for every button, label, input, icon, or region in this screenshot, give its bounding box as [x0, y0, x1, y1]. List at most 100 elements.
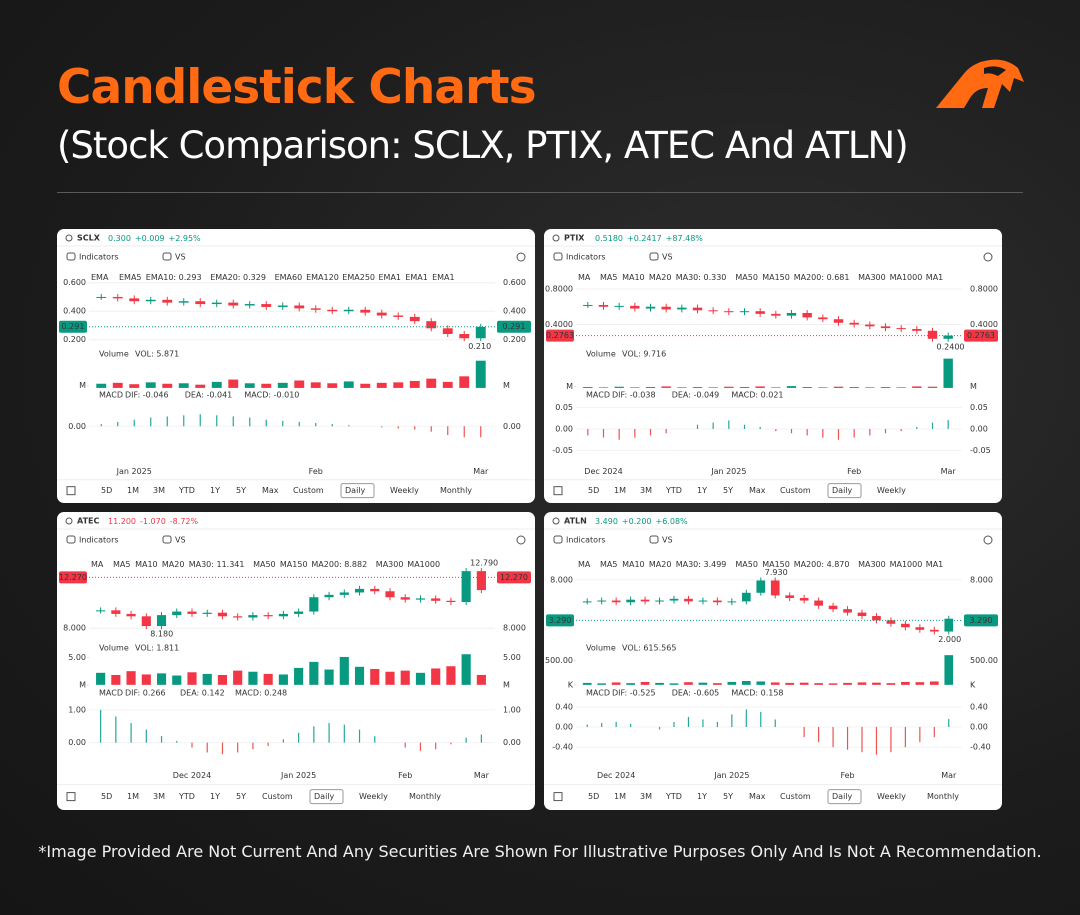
candle-body	[309, 597, 319, 612]
range-button[interactable]: Max	[749, 486, 766, 495]
volume-bar	[692, 387, 703, 388]
candle-body	[172, 611, 182, 616]
ma-item: MA5	[600, 560, 617, 569]
candle-body	[476, 571, 486, 591]
volume-bar	[802, 387, 812, 388]
volume-bar	[446, 666, 456, 685]
range-button[interactable]: 1M	[614, 792, 626, 801]
quote: 0.300 +0.009 +2.95%	[108, 234, 201, 243]
x-tick-label: Mar	[473, 467, 489, 476]
macd-item: MACD: -0.010	[244, 390, 299, 399]
toolbar-button[interactable]: VS	[662, 253, 673, 262]
interval-button[interactable]: Weekly	[877, 792, 906, 801]
search-icon	[65, 517, 73, 525]
volume-value: VOL: 5.871	[135, 349, 179, 358]
interval-button[interactable]: Monthly	[440, 486, 472, 495]
range-button[interactable]: 5D	[588, 486, 599, 495]
extreme-label: 0.2400	[937, 342, 965, 351]
ticker: ATEC	[77, 517, 99, 526]
volume-bar	[698, 682, 708, 685]
candle-body	[415, 598, 426, 600]
range-button[interactable]: 1M	[614, 486, 626, 495]
volume-bar	[611, 682, 621, 685]
range-button[interactable]: 5Y	[236, 486, 246, 495]
toolbar-button[interactable]: Indicators	[79, 253, 119, 262]
range-button[interactable]: 3M	[640, 792, 652, 801]
last-price-label: 3.290	[549, 616, 572, 625]
range-button[interactable]: 1Y	[697, 792, 707, 801]
volume-bar	[912, 386, 922, 388]
ma-item: MA5	[600, 273, 617, 282]
range-button[interactable]: 3M	[153, 486, 165, 495]
interval-button[interactable]: Weekly	[877, 486, 906, 495]
range-button[interactable]: 1Y	[697, 486, 707, 495]
macd-tick-label: 0.00	[68, 422, 86, 431]
range-button[interactable]: YTD	[665, 486, 682, 495]
candle-body	[943, 335, 953, 339]
range-button[interactable]: 3M	[153, 792, 165, 801]
range-button[interactable]: YTD	[178, 792, 195, 801]
candle-body	[886, 620, 896, 624]
interval-button[interactable]: Daily	[832, 486, 853, 495]
ma-label: MA	[578, 273, 591, 282]
ma-item: MA150	[280, 560, 308, 569]
range-button[interactable]: 1Y	[210, 792, 220, 801]
range-button[interactable]: Custom	[780, 486, 811, 495]
ma-item: MA150	[762, 273, 790, 282]
range-button[interactable]: 5D	[588, 792, 599, 801]
range-button[interactable]: 5Y	[236, 792, 246, 801]
range-button[interactable]: YTD	[178, 486, 195, 495]
interval-button[interactable]: Daily	[832, 792, 853, 801]
interval-button[interactable]: Monthly	[927, 792, 959, 801]
volume-tick-label: M	[79, 680, 86, 689]
range-button[interactable]: Custom	[780, 792, 811, 801]
quote: 0.5180 +0.2417 +87.48%	[595, 234, 703, 243]
toolbar-icon	[649, 535, 659, 544]
interval-button[interactable]: Daily	[314, 792, 335, 801]
candle-body	[294, 305, 305, 309]
range-button[interactable]: Custom	[293, 486, 324, 495]
layout-icon	[66, 486, 76, 496]
toolbar-button[interactable]: Indicators	[566, 536, 606, 545]
candle-body	[865, 324, 875, 327]
candle-body	[278, 613, 288, 617]
interval-button[interactable]: Weekly	[390, 486, 419, 495]
range-button[interactable]: 3M	[640, 486, 652, 495]
candle-body	[872, 616, 881, 621]
range-button[interactable]: 1M	[127, 792, 139, 801]
toolbar-button[interactable]: VS	[175, 536, 186, 545]
interval-button[interactable]: Daily	[345, 486, 366, 495]
candle-body	[327, 309, 338, 312]
range-button[interactable]: 5D	[101, 486, 112, 495]
range-button[interactable]: YTD	[665, 792, 682, 801]
volume-bar	[370, 668, 380, 685]
range-button[interactable]: 5Y	[723, 486, 733, 495]
range-button[interactable]: 5D	[101, 792, 112, 801]
range-button[interactable]: Max	[749, 792, 766, 801]
toolbar-button[interactable]: VS	[662, 536, 673, 545]
volume-tick-label: 5.00	[503, 653, 521, 662]
interval-button[interactable]: Weekly	[359, 792, 388, 801]
toolbar-button[interactable]: Indicators	[566, 253, 606, 262]
toolbar-button[interactable]: Indicators	[79, 536, 119, 545]
candle-body	[755, 311, 765, 314]
volume-bar	[112, 382, 123, 388]
candle-body	[582, 601, 592, 603]
toolbar-button[interactable]: VS	[175, 253, 186, 262]
macd-tick-label: 0.40	[970, 702, 988, 711]
range-button[interactable]: 5Y	[723, 792, 733, 801]
range-button[interactable]: 1M	[127, 486, 139, 495]
macd-tick-label: 0.00	[68, 738, 86, 747]
range-button[interactable]: Custom	[262, 792, 293, 801]
interval-button[interactable]: Monthly	[409, 792, 441, 801]
range-button[interactable]: 1Y	[210, 486, 220, 495]
candle-body	[459, 333, 470, 339]
toolbar-icon	[66, 535, 76, 544]
range-button[interactable]: Max	[262, 486, 279, 495]
candle-body	[756, 580, 766, 593]
volume-tick-label: M	[970, 382, 977, 391]
ma-item: EMA1	[405, 273, 428, 282]
volume-bar	[713, 683, 722, 685]
y-tick-label: 0.200	[503, 335, 526, 344]
candle-body	[597, 600, 607, 602]
